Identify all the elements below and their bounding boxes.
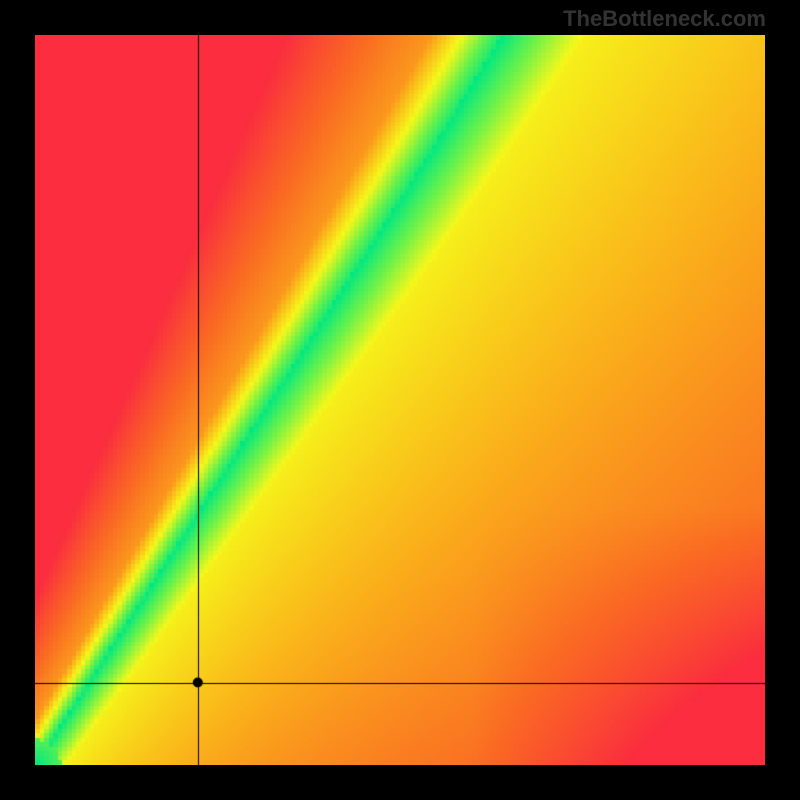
watermark-text: TheBottleneck.com	[563, 6, 766, 32]
bottleneck-heatmap	[35, 35, 765, 765]
chart-container: TheBottleneck.com	[0, 0, 800, 800]
